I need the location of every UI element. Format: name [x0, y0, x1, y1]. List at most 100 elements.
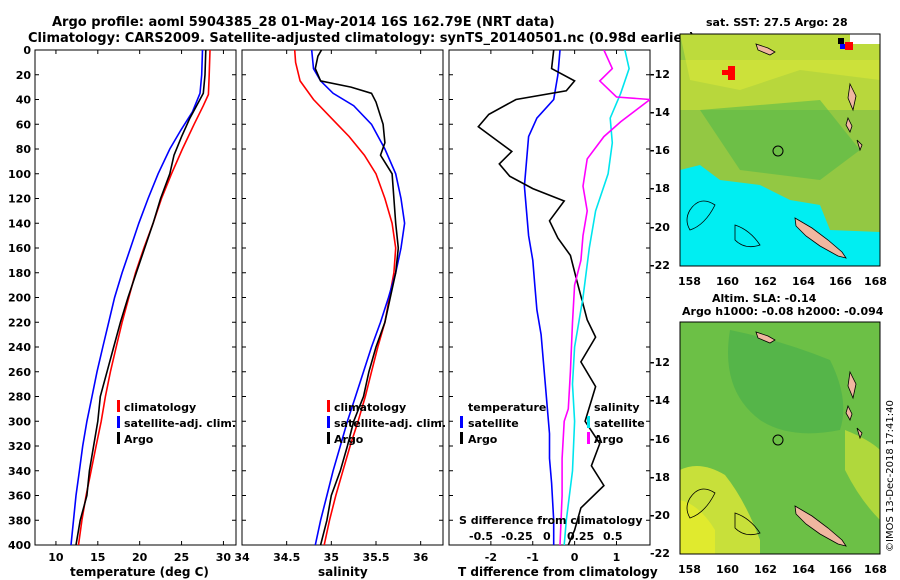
depth-tick-label: 400	[8, 539, 31, 552]
reef-contour	[686, 488, 716, 519]
reef-contour	[734, 512, 761, 536]
temperature-xlabel: temperature (deg C)	[70, 565, 209, 579]
depth-tick-label: 380	[8, 514, 31, 527]
top-tick-label: -0.5	[469, 530, 493, 543]
x-tick-label: 35	[324, 551, 339, 564]
series-s-satellite	[563, 50, 630, 545]
x-tick-label: -1	[527, 551, 539, 564]
temperature-panel	[34, 49, 237, 546]
series-t-argo	[477, 50, 605, 545]
legend-label: climatology	[334, 401, 406, 414]
legend-swatch	[117, 416, 120, 428]
depth-tick-label: 80	[16, 143, 32, 156]
top-tick-label: -0.25	[501, 530, 533, 543]
difference-legend: temperature satellite Argo salinity sate…	[460, 401, 645, 446]
depth-tick-label: 340	[8, 465, 31, 478]
map-ytick: -14	[650, 394, 670, 407]
x-tick-label: 36	[413, 551, 429, 564]
island	[856, 427, 863, 440]
map-xtick: 162	[754, 275, 777, 288]
series-argo	[75, 50, 207, 545]
top-tick-label: 0.25	[567, 530, 594, 543]
legend-label: satellite-adj. clim.	[334, 417, 446, 430]
island	[755, 43, 776, 56]
salinity-legend: climatology satellite-adj. clim. Argo	[327, 400, 446, 446]
island	[847, 82, 857, 112]
temperature-x-axis: 10 15 20 25 30	[48, 50, 231, 564]
island	[856, 139, 863, 152]
legend-swatch	[327, 432, 330, 444]
map-ytick: -12	[650, 68, 670, 81]
island	[847, 370, 857, 400]
depth-tick-label: 280	[8, 391, 31, 404]
sst-hot-pixel	[728, 66, 735, 80]
sla-map	[679, 321, 881, 555]
depth-tick-label: 180	[8, 267, 31, 280]
map-xtick: 158	[678, 275, 701, 288]
map-ytick: -18	[650, 182, 670, 195]
difference-panel	[448, 49, 651, 546]
depth-tick-label: 200	[8, 292, 31, 305]
salinity-x-axis: 34 34.5 35 35.5 36	[234, 50, 429, 564]
legend-swatch	[587, 416, 590, 428]
depth-tick-label: 260	[8, 366, 31, 379]
map-ytick: -18	[650, 471, 670, 484]
temperature-lines	[70, 50, 211, 545]
sst-missing-data	[850, 34, 880, 44]
legend-swatch	[327, 416, 330, 428]
depth-tick-label: 360	[8, 490, 31, 503]
legend-swatch	[460, 416, 463, 428]
sst-cold-pixel	[838, 38, 844, 44]
legend-label: satellite	[468, 417, 519, 430]
sst-cool-water	[680, 165, 880, 266]
series-t-satellite	[523, 50, 561, 545]
x-tick-label: -2	[485, 551, 497, 564]
map-ytick: -22	[650, 547, 670, 560]
map-ytick: -16	[650, 433, 670, 446]
x-tick-label: 0	[571, 551, 579, 564]
map-ytick: -20	[650, 221, 670, 234]
figure-title-line1: Argo profile: aoml 5904385_28 01-May-201…	[52, 15, 555, 30]
difference-x-axis: -2 -1 0 1	[485, 50, 620, 564]
map-xtick: 166	[829, 563, 852, 576]
map-ytick: -22	[650, 259, 670, 272]
series-argo	[314, 50, 400, 545]
legend-title: salinity	[594, 401, 640, 414]
sla-map-x-axis: 158 160 162 164 166 168	[678, 563, 887, 576]
legend-swatch	[117, 432, 120, 444]
map-xtick: 166	[829, 275, 852, 288]
salinity-xlabel: salinity	[318, 565, 368, 579]
sst-hot-pixel	[845, 42, 853, 50]
legend-label: climatology	[124, 401, 196, 414]
top-tick-label: 0.5	[603, 530, 623, 543]
argo-float-location	[772, 434, 784, 446]
map-xtick: 162	[754, 563, 777, 576]
island-new-caledonia	[794, 217, 847, 259]
legend-label: Argo	[124, 433, 154, 446]
x-tick-label: 34.5	[273, 551, 300, 564]
legend-swatch	[587, 432, 590, 444]
sst-green-patch	[700, 100, 860, 180]
island	[755, 331, 776, 344]
map-ytick: -16	[650, 144, 670, 157]
map-xtick: 164	[792, 275, 815, 288]
depth-tick-label: 160	[8, 242, 31, 255]
sst-map-frame	[679, 33, 881, 267]
sst-blue-pixel	[840, 44, 845, 49]
sla-high-patch	[680, 500, 715, 554]
legend-label: Argo	[594, 433, 624, 446]
sla-map-subtitle: Argo h1000: -0.08 h2000: -0.094	[682, 305, 884, 318]
depth-tick-label: 100	[8, 168, 31, 181]
island-new-caledonia	[794, 505, 847, 547]
island	[845, 116, 853, 133]
map-ytick: -14	[650, 106, 670, 119]
island	[845, 404, 853, 421]
map-xtick: 164	[792, 563, 815, 576]
x-tick-label: 34	[234, 551, 250, 564]
difference-lines	[477, 50, 650, 545]
series-satellite-adj-clim-	[70, 50, 204, 545]
sla-map-title: Altim. SLA: -0.14	[712, 292, 817, 305]
sst-map-x-axis: 158 160 162 164 166 168	[678, 275, 887, 288]
difference-xlabel: T difference from climatology	[458, 565, 658, 579]
